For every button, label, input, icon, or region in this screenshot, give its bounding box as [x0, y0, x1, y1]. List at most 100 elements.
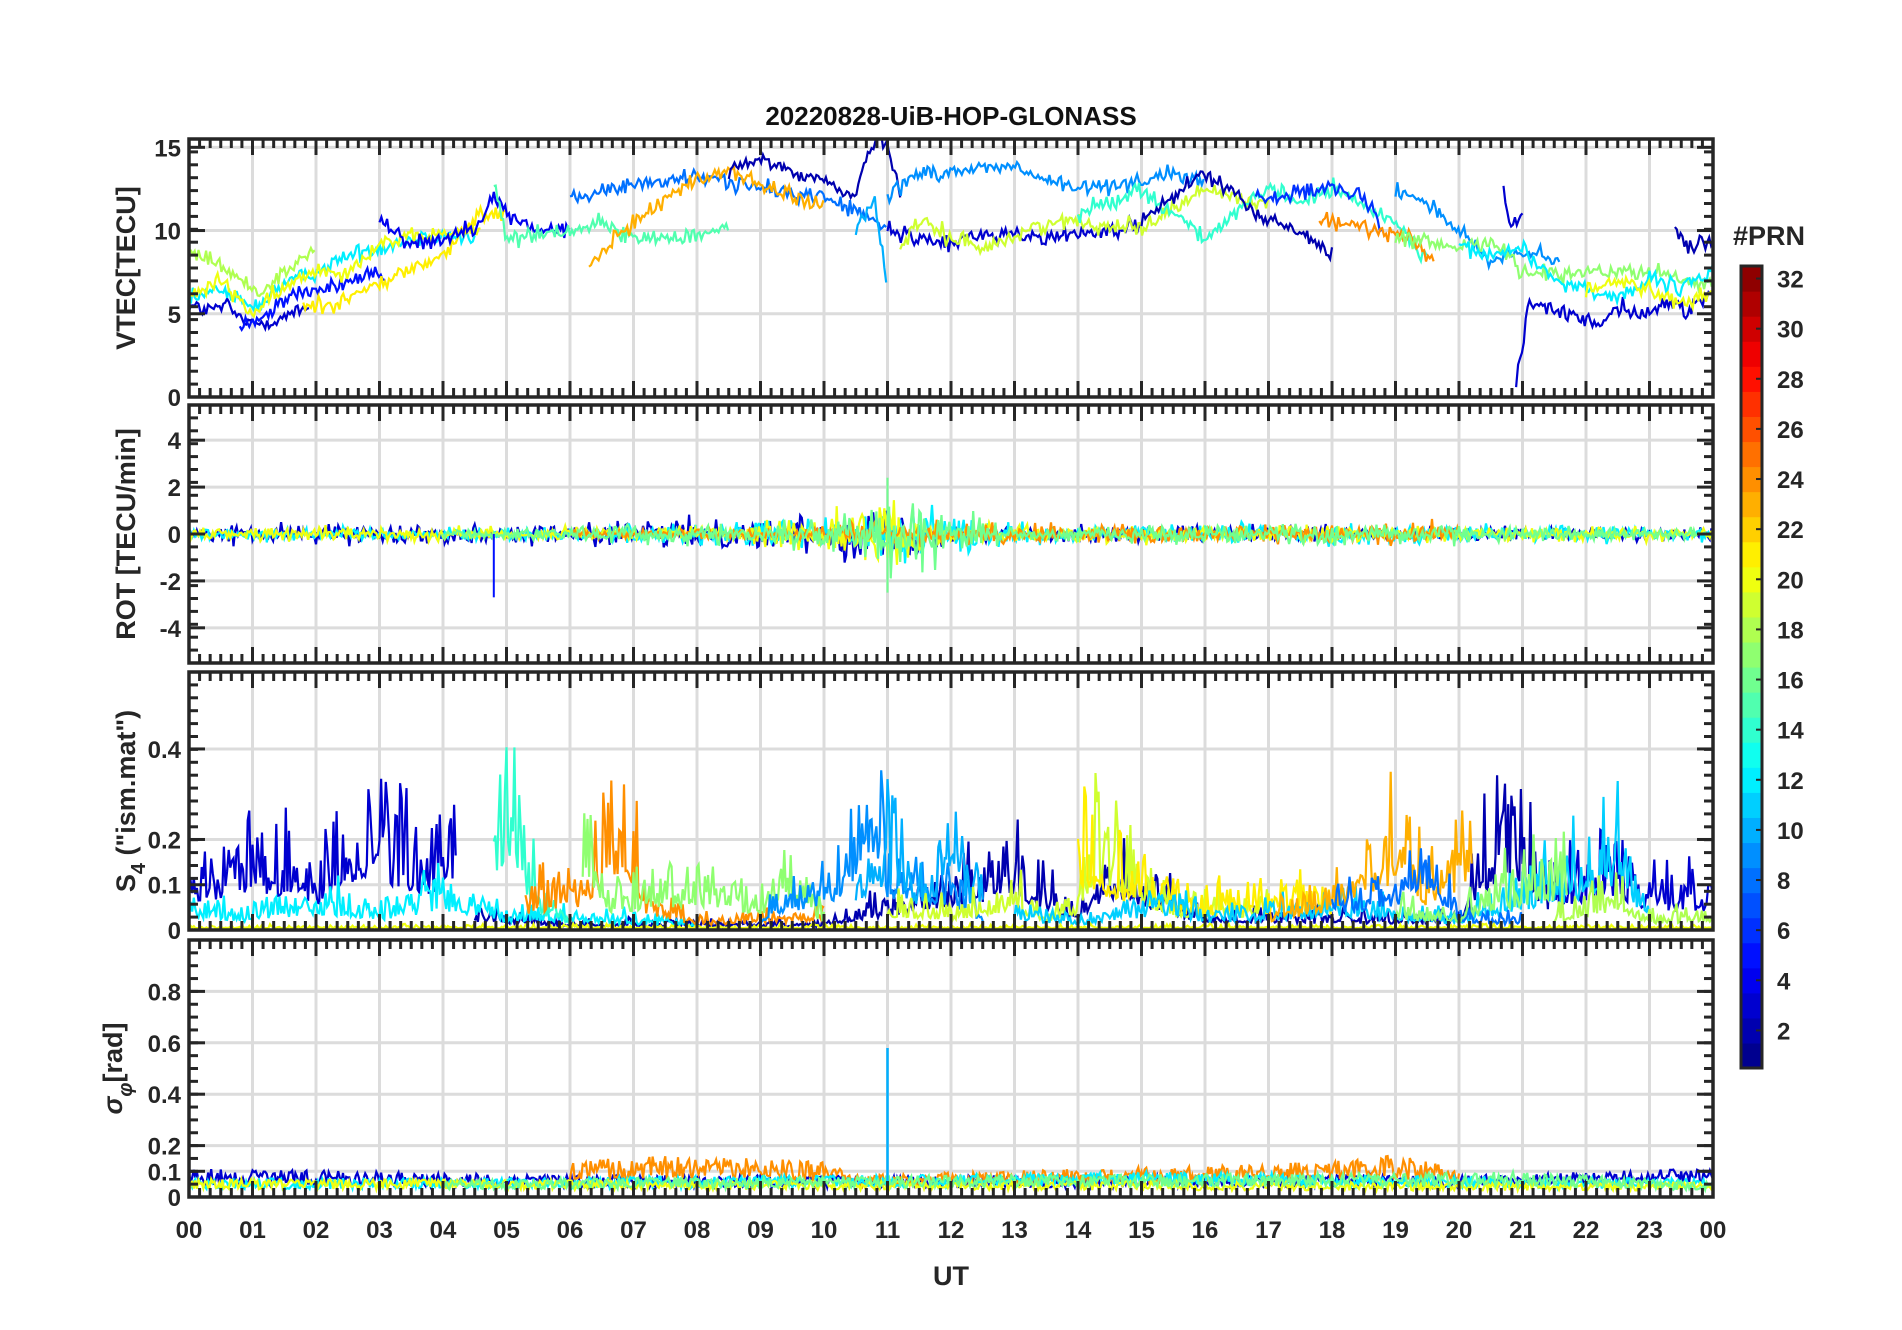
- colorbar-swatch: [1741, 667, 1762, 693]
- colorbar-swatch: [1741, 842, 1762, 869]
- x-tick-label: 04: [430, 1217, 457, 1244]
- colorbar-tick-label: 24: [1777, 467, 1804, 494]
- colorbar-label: #PRN: [1733, 221, 1805, 251]
- series-line-prn-5: [238, 264, 385, 332]
- colorbar-swatch: [1741, 1042, 1762, 1069]
- colorbar-swatch: [1741, 366, 1762, 392]
- y-tick-label: 0: [168, 522, 181, 549]
- colorbar-swatch: [1741, 942, 1762, 969]
- colorbar-swatch: [1741, 867, 1762, 894]
- x-tick-label: 12: [938, 1217, 965, 1244]
- colorbar-tick-label: 22: [1777, 517, 1804, 544]
- x-tick-label: 11: [875, 1217, 900, 1244]
- y-label-sub: φ: [115, 1083, 137, 1097]
- y-label-main: σ: [98, 1096, 128, 1115]
- series-line-prn-12: [189, 862, 697, 929]
- colorbar-swatch: [1741, 992, 1762, 1019]
- series-line-prn-10: [854, 195, 888, 283]
- y-tick-label: 0.1: [148, 873, 181, 900]
- colorbar-tick-label: 16: [1777, 668, 1804, 695]
- series-line-prn-10: [854, 779, 984, 906]
- colorbar-tick-label: 28: [1777, 367, 1804, 394]
- series-line-prn-18: [1553, 872, 1713, 926]
- y-label-main: S: [111, 874, 141, 892]
- x-tick-label: 07: [620, 1217, 647, 1244]
- series-line-prn-17: [1394, 831, 1568, 924]
- x-tick-label: 00: [176, 1217, 203, 1244]
- y-tick-label: -4: [160, 616, 182, 643]
- y-tick-label: 0: [168, 385, 181, 412]
- x-axis-label: UT: [933, 1261, 969, 1291]
- y-tick-label: 0.6: [148, 1031, 181, 1058]
- series-line-prn-23: [588, 162, 825, 268]
- series-line-prn-11: [1013, 780, 1651, 927]
- colorbar-swatch: [1741, 416, 1762, 443]
- x-tick-label: 22: [1573, 1217, 1600, 1244]
- colorbar-tick-label: 2: [1777, 1018, 1790, 1045]
- x-tick-label: 10: [811, 1217, 838, 1244]
- series-line-prn-6: [1254, 179, 1382, 232]
- series-line-prn-2: [1674, 226, 1713, 256]
- colorbar-tick-label: 20: [1777, 567, 1804, 594]
- series-line-prn-3: [189, 778, 457, 905]
- colorbar-swatch: [1741, 917, 1762, 944]
- y-label-rest: ("ism.mat"): [111, 710, 141, 863]
- x-tick-label: 15: [1128, 1217, 1155, 1244]
- y-tick-label: 0: [168, 1185, 181, 1212]
- y-tick-label: 4: [168, 428, 182, 455]
- colorbar-swatch: [1741, 817, 1762, 844]
- y-axis-label: S4 ("ism.mat"): [111, 710, 150, 892]
- series-line-prn-16: [441, 503, 1713, 579]
- series-line-prn-12: [1458, 238, 1713, 307]
- x-tick-label: 13: [1001, 1217, 1028, 1244]
- y-tick-label: 0.1: [148, 1159, 181, 1186]
- panel-vtec: 0 5 10 15 VTEC[TECU]: [111, 135, 1715, 412]
- y-axis-label: VTEC[TECU]: [111, 186, 141, 350]
- x-tick-label: 08: [684, 1217, 711, 1244]
- series-line-prn-3: [1502, 185, 1524, 230]
- colorbar-swatch: [1741, 641, 1762, 668]
- x-tick-label: 02: [303, 1217, 330, 1244]
- y-tick-label: 0: [168, 918, 181, 945]
- colorbar-swatch: [1741, 341, 1762, 367]
- colorbar-swatch: [1741, 767, 1762, 793]
- x-tick-label: 14: [1065, 1217, 1092, 1244]
- series-line-prn-3: [1553, 827, 1713, 914]
- series-line-prn-19: [886, 772, 1270, 924]
- colorbar-swatch: [1741, 391, 1762, 417]
- y-tick-label: 0.2: [148, 1134, 181, 1161]
- colorbar-tick-label: 32: [1777, 267, 1804, 294]
- y-tick-label: 0.4: [148, 737, 182, 764]
- colorbar-swatch: [1741, 616, 1762, 643]
- colorbar-swatch: [1741, 692, 1762, 718]
- x-tick-label: 17: [1255, 1217, 1282, 1244]
- colorbar-swatch: [1741, 792, 1762, 818]
- x-tick-label: 09: [747, 1217, 774, 1244]
- colorbar-tick-label: 4: [1777, 968, 1791, 995]
- series-line-prn-16: [442, 1167, 1713, 1194]
- series-line-prn-3: [189, 296, 310, 333]
- colorbar-tick-label: 30: [1777, 317, 1804, 344]
- colorbar-swatch: [1741, 466, 1762, 493]
- y-axis-label: σφ[rad]: [98, 1023, 137, 1115]
- y-tick-label: 0.4: [148, 1082, 182, 1109]
- series-line-prn-2: [1140, 170, 1334, 263]
- series-line-prn-9: [886, 159, 1205, 206]
- y-tick-label: 5: [168, 302, 181, 329]
- colorbar-swatch: [1741, 516, 1762, 543]
- colorbar-swatch: [1741, 1017, 1762, 1044]
- x-tick-label: 19: [1382, 1217, 1409, 1244]
- colorbar-tick-label: 18: [1777, 617, 1804, 644]
- y-tick-label: -2: [160, 569, 181, 596]
- colorbar-swatch: [1741, 541, 1762, 568]
- colorbar-swatch: [1741, 266, 1762, 292]
- colorbar-swatch: [1741, 316, 1762, 342]
- colorbar-swatch: [1741, 491, 1762, 518]
- x-tick-label: 03: [366, 1217, 393, 1244]
- colorbar-frame: [1739, 264, 1764, 1070]
- y-tick-label: 0.8: [148, 979, 181, 1006]
- y-tick-label: 10: [154, 219, 181, 246]
- series-line-prn-8: [569, 166, 887, 232]
- colorbar-swatch: [1741, 967, 1762, 994]
- x-tick-label: 23: [1636, 1217, 1663, 1244]
